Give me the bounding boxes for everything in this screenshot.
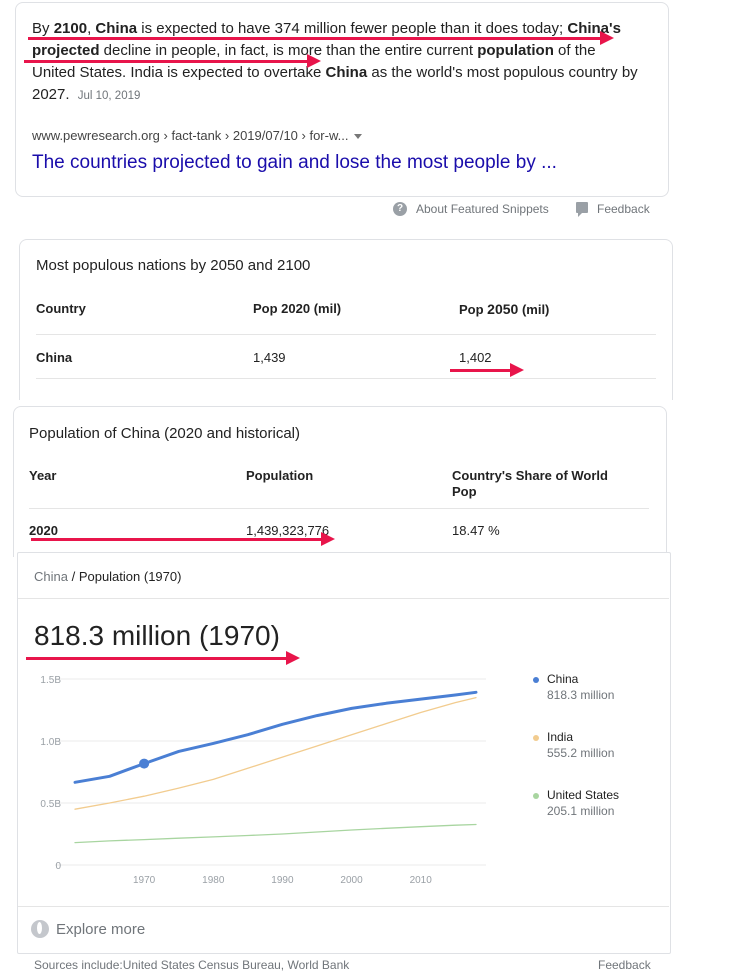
legend-dot [533, 735, 539, 741]
population-chart-card [17, 552, 671, 954]
annotation-arrow [28, 31, 614, 45]
table-title: Most populous nations by 2050 and 2100 [36, 257, 311, 274]
series-line-united-states [74, 823, 477, 844]
legend-name[interactable]: United States [547, 788, 620, 802]
chevron-down-icon[interactable] [354, 134, 363, 140]
series-line-china [73, 690, 478, 784]
divider [36, 334, 656, 335]
result-link[interactable]: The countries projected to gain and lose… [32, 152, 557, 173]
annotation-arrow [26, 651, 300, 665]
divider [18, 906, 669, 907]
col-header-share: Country's Share of World Pop [452, 468, 608, 499]
annotation-arrow [31, 532, 335, 546]
y-tick-label: 1.0B [40, 737, 61, 748]
legend-name[interactable]: China [547, 672, 579, 686]
cite-text: www.pewresearch.org › fact-tank › 2019/0… [32, 128, 349, 143]
cell-population: 1,439,323,776 [246, 523, 330, 538]
x-tick-label: 2010 [410, 875, 433, 886]
population-line-chart[interactable]: 0 0.5B 1.0B 1.5B 1970 1980 1990 2000 2010 [30, 670, 500, 895]
divider [36, 378, 656, 379]
breadcrumb: China / Population (1970) [34, 569, 182, 584]
about-featured-snippets-link[interactable]: About Featured Snippets [416, 202, 549, 216]
help-icon[interactable]: ? [393, 202, 407, 216]
cell-pop-2050: 1,402 [459, 350, 492, 365]
feedback-link[interactable]: Feedback [597, 202, 650, 216]
divider [29, 508, 649, 509]
table-title: Population of China (2020 and historical… [29, 425, 301, 442]
y-tick-label: 0.5B [40, 799, 61, 810]
x-tick-label: 1990 [271, 875, 294, 886]
highlight-point [139, 758, 150, 769]
cell-pop-2020: 1,439 [253, 350, 286, 365]
result-cite[interactable]: www.pewresearch.org › fact-tank › 2019/0… [32, 128, 363, 143]
legend-dot [533, 793, 539, 799]
breadcrumb-page: Population (1970) [78, 569, 182, 584]
legend-dot [533, 677, 539, 683]
legend-value: 555.2 million [547, 746, 615, 760]
china-population-card [13, 406, 667, 557]
annotation-arrow [24, 54, 321, 68]
legend-value: 205.1 million [547, 804, 615, 818]
legend-name[interactable]: India [547, 730, 574, 744]
y-tick-label: 1.5B [40, 675, 61, 686]
col-header-pop-2050: Pop 2050 (mil) [459, 301, 550, 317]
legend-value: 818.3 million [547, 688, 615, 702]
divider [18, 598, 669, 599]
x-tick-label: 2000 [340, 875, 363, 886]
series-line-india [74, 696, 477, 810]
x-tick-label: 1980 [202, 875, 225, 886]
feedback-link[interactable]: Feedback [598, 958, 651, 972]
headline-value: 818.3 million (1970) [34, 620, 280, 651]
cell-share: 18.47 % [452, 523, 500, 538]
annotation-arrow [450, 363, 524, 377]
explore-more-link[interactable]: Explore more [56, 921, 146, 938]
populous-nations-card [19, 239, 673, 400]
x-tick-label: 1970 [133, 875, 156, 886]
globe-icon [31, 920, 49, 938]
sources-text: Sources include:United States Census Bur… [34, 958, 350, 972]
featured-snippet-card [15, 2, 669, 197]
snippet-text: By 2100, China is expected to have 374 m… [32, 20, 638, 103]
snippet-date: Jul 10, 2019 [77, 90, 141, 102]
col-header-year: Year [29, 468, 57, 483]
col-header-country: Country [36, 301, 86, 316]
col-header-pop-2020: Pop 2020 (mil) [253, 301, 342, 316]
col-header-population: Population [246, 468, 314, 483]
breadcrumb-country[interactable]: China [34, 569, 68, 584]
y-tick-label: 0 [55, 861, 61, 872]
feedback-icon[interactable] [576, 202, 588, 217]
cell-year: 2020 [29, 523, 58, 538]
cell-country: China [36, 350, 73, 365]
